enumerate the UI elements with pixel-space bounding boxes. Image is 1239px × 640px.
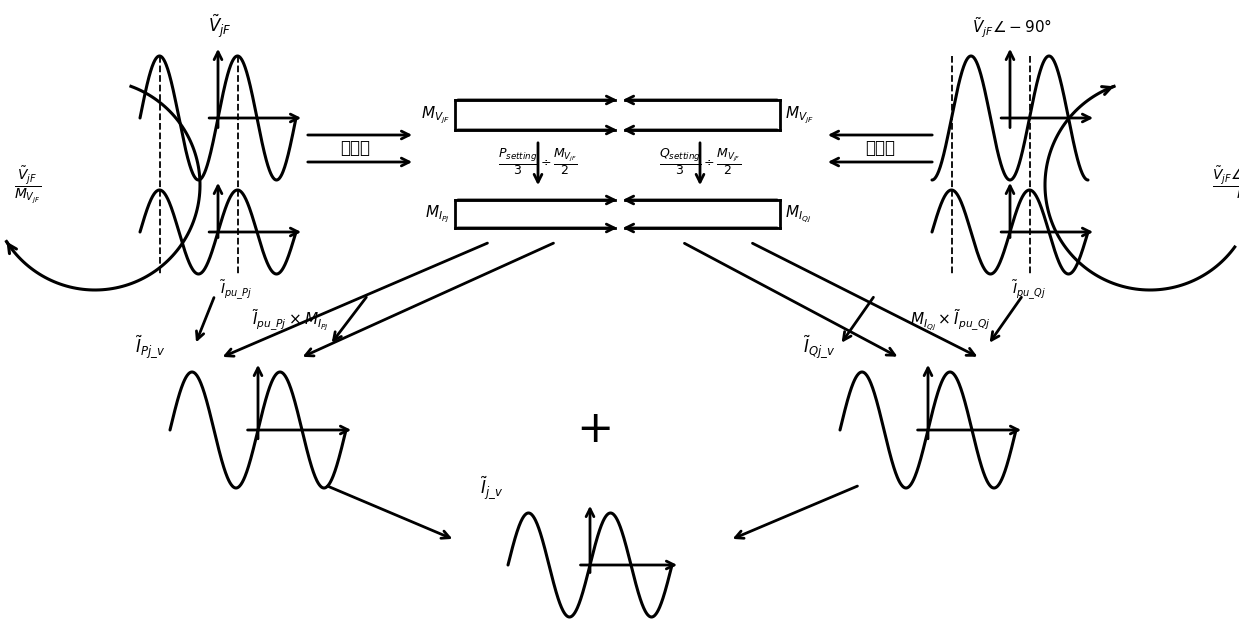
- Text: $+$: $+$: [576, 408, 611, 451]
- Text: $M_{V_{jF}}$: $M_{V_{jF}}$: [421, 104, 450, 125]
- Text: $M_{I_{Pj}}$: $M_{I_{Pj}}$: [425, 204, 450, 225]
- Text: $M_{V_{jF}}$: $M_{V_{jF}}$: [786, 104, 814, 125]
- Text: $\tilde{I}_{pu\_Pj}\times M_{I_{Pj}}$: $\tilde{I}_{pu\_Pj}\times M_{I_{Pj}}$: [252, 308, 328, 332]
- Text: $\tilde{I}_{pu\_Pj}$: $\tilde{I}_{pu\_Pj}$: [221, 279, 252, 302]
- Text: 取幅值: 取幅值: [339, 139, 370, 157]
- Text: $\dfrac{P_{setting}}{3}\div\dfrac{M_{V_{jF}}}{2}$: $\dfrac{P_{setting}}{3}\div\dfrac{M_{V_{…: [498, 147, 577, 177]
- Text: $\dfrac{Q_{setting}}{3}\div\dfrac{M_{V_{jF}}}{2}$: $\dfrac{Q_{setting}}{3}\div\dfrac{M_{V_{…: [659, 147, 741, 177]
- Text: $M_{I_{Qj}}$: $M_{I_{Qj}}$: [786, 204, 812, 225]
- Text: $\tilde{I}_{Pj\_v}$: $\tilde{I}_{Pj\_v}$: [135, 333, 165, 360]
- Text: $M_{I_{Qj}}\times\tilde{I}_{pu\_Qj}$: $M_{I_{Qj}}\times\tilde{I}_{pu\_Qj}$: [909, 308, 990, 332]
- Text: 取幅值: 取幅值: [865, 139, 895, 157]
- Text: $\tilde{I}_{pu\_Qj}$: $\tilde{I}_{pu\_Qj}$: [1012, 279, 1046, 302]
- Text: $\dfrac{\tilde{V}_{jF}\angle-90°}{M_{V_{jF}}}$: $\dfrac{\tilde{V}_{jF}\angle-90°}{M_{V_{…: [1212, 164, 1239, 205]
- Text: $\tilde{I}_{j\_v}$: $\tilde{I}_{j\_v}$: [479, 474, 503, 501]
- Text: $\tilde{V}_{jF}$: $\tilde{V}_{jF}$: [208, 13, 232, 40]
- Text: $\tilde{I}_{Qj\_v}$: $\tilde{I}_{Qj\_v}$: [803, 333, 835, 360]
- Text: $\tilde{V}_{jF}\angle-90°$: $\tilde{V}_{jF}\angle-90°$: [971, 15, 1052, 40]
- Text: $\dfrac{\tilde{V}_{jF}}{M_{V_{jF}}}$: $\dfrac{\tilde{V}_{jF}}{M_{V_{jF}}}$: [15, 164, 42, 205]
